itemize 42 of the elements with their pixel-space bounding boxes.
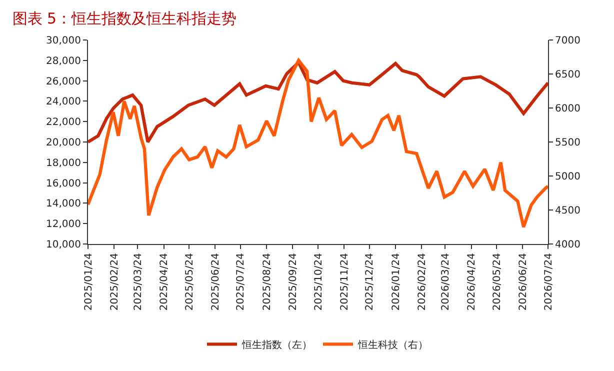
x-tick-label: 2025/08/24: [262, 253, 273, 311]
y2-tick-label: 4000: [555, 240, 580, 250]
y-tick-label: 28,000: [46, 56, 81, 67]
y2-tick-label: 5500: [555, 138, 580, 148]
line-series: [88, 58, 548, 229]
y-tick-label: 14,000: [46, 198, 81, 210]
line-series: [88, 60, 548, 144]
x-tick-label: 2025/07/24: [236, 253, 247, 311]
y-tick-label: 24,000: [46, 96, 81, 108]
y-tick-label: 22,000: [46, 117, 81, 128]
x-tick-label: 2025/09/24: [288, 253, 299, 311]
x-tick-label: 2025/06/24: [210, 253, 222, 311]
y-tick-label: 30,000: [46, 36, 81, 46]
y2-tick-label: 6000: [555, 104, 580, 114]
x-tick-label: 2026/05/24: [492, 253, 503, 311]
x-tick-label: 2026/04/24: [466, 253, 478, 311]
x-tick-label: 2025/03/24: [132, 253, 144, 311]
x-tick-label: 2025/02/24: [109, 253, 120, 311]
x-tick-label: 2026/02/24: [416, 253, 428, 311]
chart-title: 图表 5：恒生指数及恒生科指走势: [12, 9, 237, 28]
y-tick-label: 18,000: [46, 158, 81, 169]
legend-label: 恒生指数（左）: [241, 339, 312, 352]
x-tick-label: 2026/06/24: [518, 253, 529, 311]
y2-tick-label: 6500: [555, 70, 580, 80]
legend-label: 恒生科技（右）: [357, 339, 428, 352]
y2-tick-label: 7000: [555, 36, 580, 46]
x-tick-label: 2025/11/24: [339, 253, 350, 311]
x-tick-label: 2025/05/24: [184, 253, 196, 311]
x-tick-label: 2025/04/24: [159, 253, 170, 311]
x-tick-label: 2025/12/24: [364, 253, 376, 311]
y-tick-label: 10,000: [46, 240, 81, 250]
y-tick-label: 20,000: [46, 138, 81, 148]
x-tick-label: 2026/01/24: [390, 253, 402, 311]
x-tick-label: 2025/01/24: [83, 253, 94, 311]
y-tick-label: 16,000: [46, 178, 81, 190]
x-tick-label: 2026/03/24: [440, 253, 452, 311]
x-tick-label: 2025/10/24: [313, 253, 324, 311]
y-tick-label: 12,000: [46, 219, 81, 230]
y-tick-label: 26,000: [46, 76, 81, 88]
x-tick-label: 2026/07/24: [543, 253, 554, 311]
y2-tick-label: 5000: [555, 172, 580, 182]
y2-tick-label: 4500: [555, 206, 580, 216]
